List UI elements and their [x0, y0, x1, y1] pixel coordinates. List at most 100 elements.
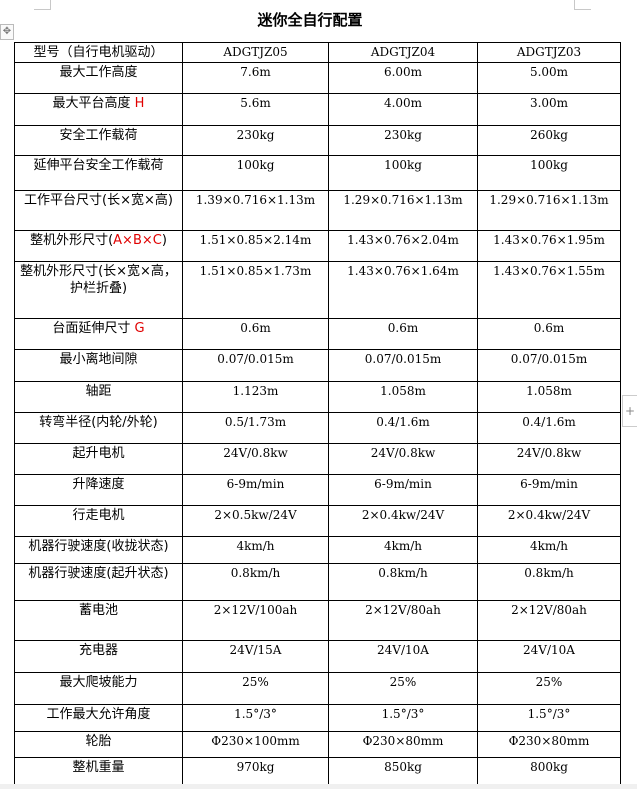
row-label: 升降速度 — [14, 474, 183, 506]
table-row: 升降速度 6-9m/min 6-9m/min 6-9m/min — [14, 474, 621, 506]
table-row: 整机外形尺寸(A×B×C) 1.51×0.85×2.14m 1.43×0.76×2.… — [14, 230, 621, 262]
spec-value: 850kg — [328, 757, 478, 787]
spec-value: 3.00m — [477, 93, 621, 126]
table-row: 充电器 24V/15A 24V/10A 24V/10A — [14, 640, 621, 673]
row-label: 轴距 — [14, 381, 183, 413]
row-label-text: 最大工作高度 — [59, 65, 138, 80]
spec-value: Φ230×100mm — [182, 731, 329, 758]
spec-value: 260kg — [477, 125, 621, 156]
table-row: 延伸平台安全工作载荷 100kg 100kg 100kg — [14, 155, 621, 191]
spec-value: Φ230×80mm — [477, 731, 621, 758]
spec-table: 型号（自行电机驱动） ADGTJZ05 ADGTJZ04 ADGTJZ03 最大… — [14, 42, 621, 787]
spec-value: 0.8km/h — [477, 563, 621, 601]
row-label: 整机外形尺寸(A×B×C) — [14, 230, 183, 262]
spec-value: 1.29×0.716×1.13m — [328, 190, 478, 231]
spec-value: 24V/10A — [328, 640, 478, 673]
spec-value: 0.4/1.6m — [328, 412, 478, 444]
row-label: 工作平台尺寸(长×宽×高) — [14, 190, 183, 231]
status-strip — [0, 784, 637, 789]
spec-value: 100kg — [328, 155, 478, 191]
table-row: 轮胎 Φ230×100mm Φ230×80mm Φ230×80mm — [14, 731, 621, 758]
spec-value: 24V/10A — [477, 640, 621, 673]
spec-value: 1.43×0.76×1.55m — [477, 261, 621, 319]
table-row: 工作最大允许角度 1.5°/3° 1.5°/3° 1.5°/3° — [14, 704, 621, 732]
spec-value: 1.29×0.716×1.13m — [477, 190, 621, 231]
row-label-text: 轮胎 — [85, 734, 112, 749]
spec-value: 4km/h — [182, 536, 329, 564]
row-label-text: 整机外形尺寸(长×宽×高，护栏折叠) — [20, 264, 177, 296]
row-label: 轮胎 — [14, 731, 183, 758]
spec-value: 1.5°/3° — [477, 704, 621, 732]
spec-value: 5.00m — [477, 62, 621, 94]
row-label-text: 整机重量 — [72, 760, 125, 775]
row-label: 充电器 — [14, 640, 183, 673]
spec-value: 100kg — [182, 155, 329, 191]
spec-value: 1.058m — [328, 381, 478, 413]
spec-value: 6.00m — [328, 62, 478, 94]
row-label-text: 台面延伸尺寸 — [52, 321, 135, 336]
row-label-text: 充电器 — [78, 643, 118, 658]
header-label: 型号（自行电机驱动） — [14, 42, 183, 63]
document-title: 迷你全自行配置 — [257, 11, 363, 29]
table-row: 蓄电池 2×12V/100ah 2×12V/80ah 2×12V/80ah — [14, 600, 621, 641]
spec-value: 0.6m — [182, 318, 329, 350]
spec-value: 6-9m/min — [477, 474, 621, 506]
table-row: 最大爬坡能力 25% 25% 25% — [14, 672, 621, 705]
dimension-marker: A×B×C — [113, 233, 162, 248]
table-row: 最小离地间隙 0.07/0.015m 0.07/0.015m 0.07/0.015m — [14, 349, 621, 382]
spec-value: 1.123m — [182, 381, 329, 413]
row-label-text: 工作平台尺寸(长×宽×高) — [24, 193, 173, 208]
spec-value: 24V/0.8kw — [182, 443, 329, 475]
model-header: ADGTJZ03 — [477, 42, 621, 63]
row-label: 最小离地间隙 — [14, 349, 183, 382]
table-row: 机器行驶速度(起升状态) 0.8km/h 0.8km/h 0.8km/h — [14, 563, 621, 601]
row-label-text: 安全工作载荷 — [59, 128, 138, 143]
dimension-marker: H — [134, 96, 145, 111]
spec-value: 2×12V/100ah — [182, 600, 329, 641]
table-row: 起升电机 24V/0.8kw 24V/0.8kw 24V/0.8kw — [14, 443, 621, 475]
spec-value: Φ230×80mm — [328, 731, 478, 758]
spec-value: 0.8km/h — [182, 563, 329, 601]
spec-value: 7.6m — [182, 62, 329, 94]
spec-value: 1.39×0.716×1.13m — [182, 190, 329, 231]
table-row: 最大工作高度 7.6m 6.00m 5.00m — [14, 62, 621, 94]
spec-value: 24V/0.8kw — [477, 443, 621, 475]
spec-value: 4km/h — [328, 536, 478, 564]
spec-value: 2×0.4kw/24V — [477, 505, 621, 537]
row-label: 转弯半径(内轮/外轮) — [14, 412, 183, 444]
row-label-text: 升降速度 — [72, 477, 125, 492]
plus-icon[interactable]: + — [622, 395, 637, 427]
table-row: 转弯半径(内轮/外轮) 0.5/1.73m 0.4/1.6m 0.4/1.6m — [14, 412, 621, 444]
page-corner-mark — [34, 0, 51, 10]
table-row: 安全工作载荷 230kg 230kg 260kg — [14, 125, 621, 156]
spec-value: 24V/0.8kw — [328, 443, 478, 475]
row-label: 整机重量 — [14, 757, 183, 787]
page-corner-mark — [574, 0, 591, 10]
model-header: ADGTJZ05 — [182, 42, 329, 63]
move-icon[interactable]: ✥ — [0, 24, 14, 40]
spec-value: 6-9m/min — [182, 474, 329, 506]
spec-value: 2×12V/80ah — [477, 600, 621, 641]
row-label: 机器行驶速度(起升状态) — [14, 563, 183, 601]
row-label: 最大爬坡能力 — [14, 672, 183, 705]
row-label: 整机外形尺寸(长×宽×高，护栏折叠) — [14, 261, 183, 319]
row-label-text: 最大平台高度 — [52, 96, 135, 111]
table-row: 机器行驶速度(收拢状态) 4km/h 4km/h 4km/h — [14, 536, 621, 564]
spec-value: 1.43×0.76×1.95m — [477, 230, 621, 262]
row-label-text: 工作最大允许角度 — [46, 707, 151, 722]
row-label-text: 蓄电池 — [78, 603, 118, 618]
row-label: 安全工作载荷 — [14, 125, 183, 156]
spec-value: 1.51×0.85×1.73m — [182, 261, 329, 319]
spec-value: 0.07/0.015m — [328, 349, 478, 382]
spec-value: 230kg — [328, 125, 478, 156]
row-label: 机器行驶速度(收拢状态) — [14, 536, 183, 564]
spec-value: 1.5°/3° — [328, 704, 478, 732]
row-label: 行走电机 — [14, 505, 183, 537]
spec-value: 0.6m — [328, 318, 478, 350]
row-label-text: 转弯半径(内轮/外轮) — [39, 415, 158, 430]
row-label: 台面延伸尺寸 G — [14, 318, 183, 350]
table-row: 工作平台尺寸(长×宽×高) 1.39×0.716×1.13m 1.29×0.716×… — [14, 190, 621, 231]
row-label: 工作最大允许角度 — [14, 704, 183, 732]
spec-value: 25% — [328, 672, 478, 705]
spec-value: 1.058m — [477, 381, 621, 413]
